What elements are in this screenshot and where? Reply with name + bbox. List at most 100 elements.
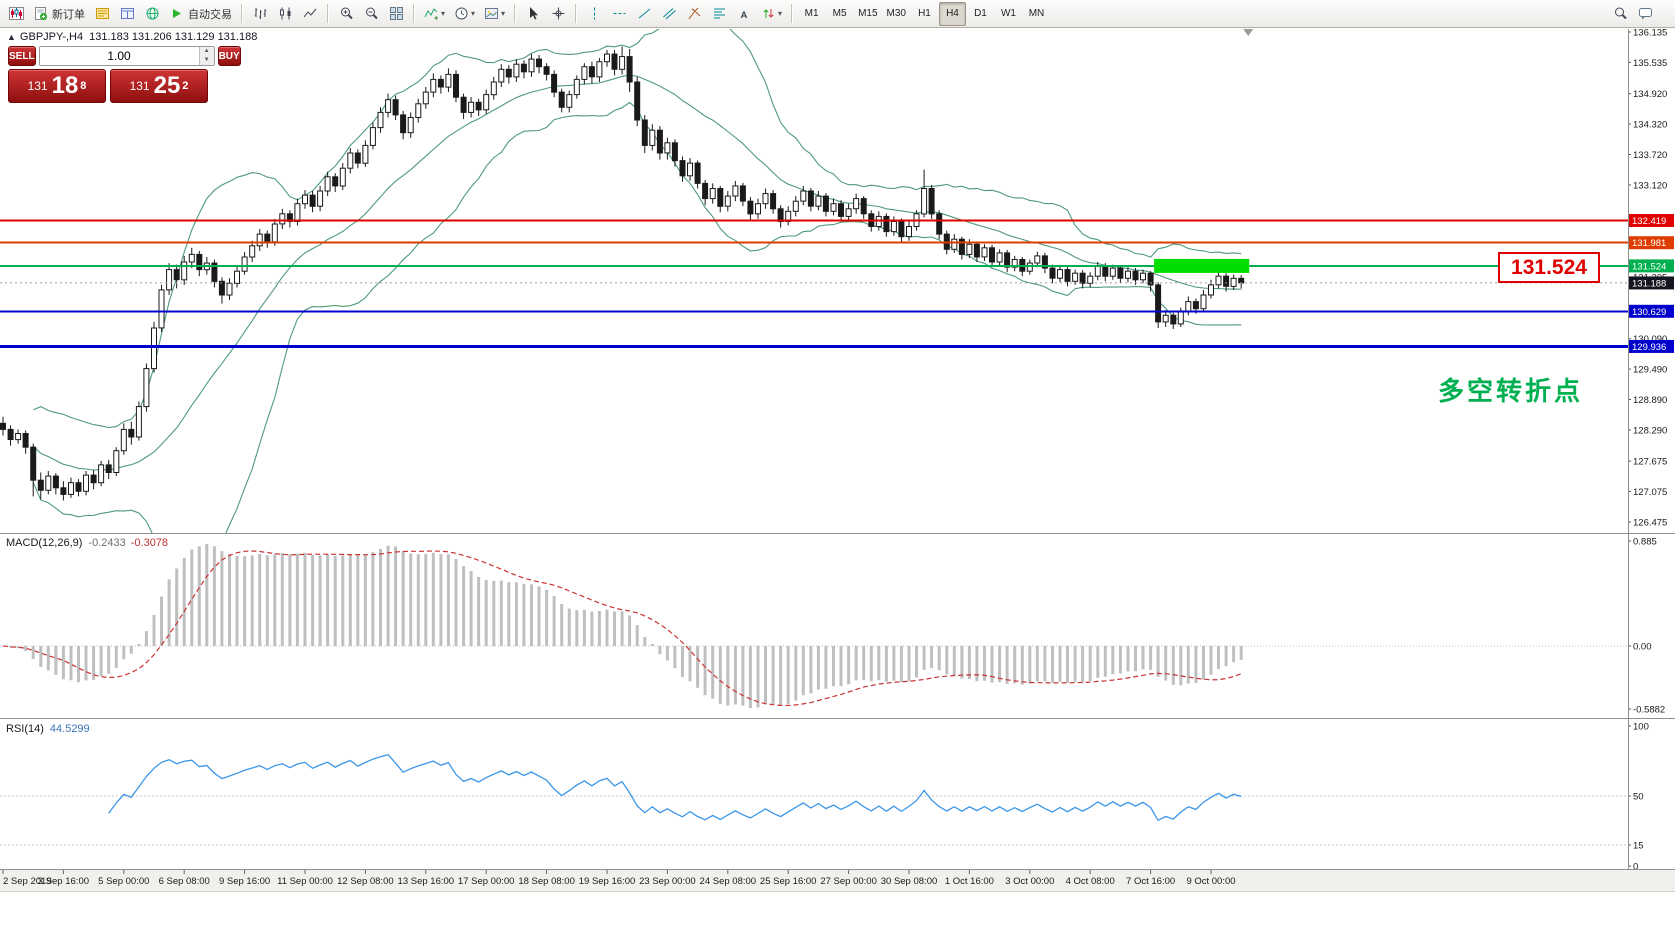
line-chart-icon (303, 8, 316, 18)
horizontal-line-icon (613, 13, 626, 14)
trendline-button[interactable] (632, 2, 656, 26)
volume-stepper: ▲ ▼ (38, 46, 215, 66)
macd-pane[interactable] (0, 544, 1628, 708)
timeframe-d1-button[interactable]: D1 (967, 2, 994, 26)
pitchfork-button[interactable] (682, 2, 706, 26)
timeframe-m5-button[interactable]: M5 (826, 2, 853, 26)
rsi-name: RSI(14) (6, 723, 44, 735)
volume-input[interactable] (39, 47, 199, 65)
horizontal-line-button[interactable] (607, 2, 631, 26)
sell-button[interactable]: SELL (8, 46, 36, 66)
highlight-zone[interactable] (1154, 258, 1250, 273)
price-callout[interactable]: 131.524 (1498, 252, 1600, 283)
arrows-button[interactable]: ▾ (757, 2, 786, 26)
sell-price-base: 131 (27, 79, 48, 93)
zoom-out-button[interactable] (359, 2, 383, 26)
new-chart-button[interactable] (4, 2, 28, 26)
svg-text:4 Oct 08:00: 4 Oct 08:00 (1066, 876, 1115, 887)
line-chart-button[interactable] (298, 2, 322, 26)
text-button[interactable]: A (732, 2, 756, 26)
indicators-button[interactable]: ▾ (420, 2, 449, 26)
tile-windows-icon (389, 7, 403, 20)
timeframe-mn-button[interactable]: MN (1023, 2, 1050, 26)
timeframe-m15-button[interactable]: M15 (854, 2, 881, 26)
svg-text:24 Sep 08:00: 24 Sep 08:00 (700, 876, 757, 887)
svg-text:126.475: 126.475 (1633, 518, 1667, 529)
market-watch-button[interactable] (90, 2, 114, 26)
new-order-icon (35, 7, 48, 21)
candlestick-chart-button[interactable] (273, 2, 297, 26)
rsi-value: 44.5299 (49, 723, 90, 735)
turning-point-text: 多空转折点 (1438, 376, 1584, 406)
timeframe-m30-button[interactable]: M30 (883, 2, 910, 26)
timeframe-w1-button[interactable]: W1 (995, 2, 1022, 26)
trendline-icon (638, 8, 650, 19)
market-watch-icon (95, 8, 109, 19)
vertical-line-button[interactable] (582, 2, 606, 26)
svg-text:134.320: 134.320 (1633, 120, 1667, 131)
price-pane[interactable] (0, 23, 1628, 582)
templates-button[interactable]: ▾ (480, 2, 509, 26)
buy-price-button[interactable]: 131 25 2 (110, 69, 208, 103)
svg-text:7 Oct 16:00: 7 Oct 16:00 (1126, 876, 1175, 887)
channel-button[interactable] (657, 2, 681, 26)
svg-text:131.188: 131.188 (1632, 278, 1666, 289)
search-button[interactable] (1608, 2, 1632, 26)
macd-main-value: -0.2433 (88, 537, 126, 549)
navigator-button[interactable] (140, 2, 164, 26)
crosshair-button[interactable] (546, 2, 570, 26)
crosshair-icon (552, 7, 565, 20)
fibonacci-button[interactable] (707, 2, 731, 26)
svg-text:133.120: 133.120 (1633, 180, 1667, 191)
autotrading-label: 自动交易 (188, 8, 232, 21)
new-order-button[interactable]: 新订单 (29, 2, 89, 26)
svg-text:3 Oct 00:00: 3 Oct 00:00 (1005, 876, 1054, 887)
svg-text:5 Sep 00:00: 5 Sep 00:00 (98, 876, 149, 887)
clock-icon (455, 7, 468, 20)
svg-text:133.720: 133.720 (1633, 150, 1667, 161)
zoom-in-icon (340, 7, 353, 20)
zoom-out-icon (365, 7, 378, 20)
sell-price-button[interactable]: 131 18 8 (8, 69, 106, 103)
timeframe-h1-button[interactable]: H1 (911, 2, 938, 26)
volume-down-button[interactable]: ▼ (199, 56, 214, 65)
macd-label: MACD(12,26,9) -0.2433 -0.3078 (6, 537, 168, 549)
data-window-button[interactable] (115, 2, 139, 26)
svg-text:9 Oct 00:00: 9 Oct 00:00 (1186, 876, 1235, 887)
cursor-button[interactable] (521, 2, 545, 26)
fibonacci-icon (713, 8, 725, 19)
tile-windows-button[interactable] (384, 2, 408, 26)
chat-button[interactable] (1633, 2, 1657, 26)
candlestick-chart-icon (279, 7, 290, 20)
bollinger-upper (32, 29, 1242, 429)
rsi-pane[interactable] (0, 753, 1628, 846)
zoom-in-button[interactable] (334, 2, 358, 26)
svg-text:19 Sep 16:00: 19 Sep 16:00 (579, 876, 636, 887)
autotrading-play-icon (173, 9, 181, 18)
timeframe-m1-button[interactable]: M1 (798, 2, 825, 26)
autotrading-button[interactable]: 自动交易 (165, 2, 236, 26)
buy-button[interactable]: BUY (217, 46, 241, 66)
svg-text:50: 50 (1633, 792, 1644, 803)
svg-text:131.524: 131.524 (1632, 261, 1666, 272)
volume-up-button[interactable]: ▲ (199, 47, 214, 56)
bar-chart-button[interactable] (248, 2, 272, 26)
one-click-toggle[interactable]: ▲ (7, 32, 16, 42)
svg-text:1 Oct 16:00: 1 Oct 16:00 (945, 876, 994, 887)
price-scale[interactable]: 136.135 135.535 134.920 134.320 133.720 133.1… (1628, 28, 1674, 873)
svg-text:15: 15 (1633, 841, 1644, 852)
svg-text:17 Sep 00:00: 17 Sep 00:00 (458, 876, 515, 887)
svg-text:27 Sep 00:00: 27 Sep 00:00 (820, 876, 877, 887)
periods-button[interactable]: ▾ (450, 2, 479, 26)
chart-symbol-header: ▲ GBPJPY-,H4 131.183 131.206 131.129 131.1… (7, 31, 257, 43)
toolbar-separator (575, 4, 578, 23)
svg-text:130.629: 130.629 (1632, 307, 1666, 318)
turning-point-note[interactable]: 多空转折点 (1438, 371, 1583, 408)
search-icon (1614, 7, 1627, 20)
svg-text:3 Sep 16:00: 3 Sep 16:00 (38, 876, 89, 887)
svg-text:13 Sep 16:00: 13 Sep 16:00 (398, 876, 455, 887)
timeframe-h4-button[interactable]: H4 (938, 1, 966, 26)
